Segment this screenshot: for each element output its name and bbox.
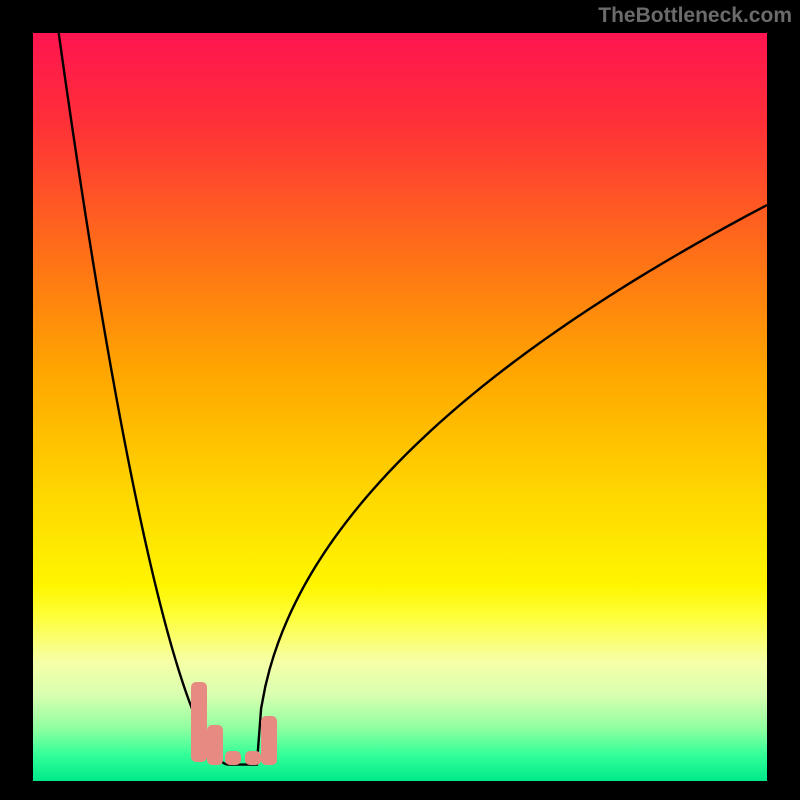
- bottleneck-curve: [59, 33, 767, 765]
- marker: [261, 716, 277, 765]
- watermark-text: TheBottleneck.com: [598, 4, 792, 28]
- marker: [207, 725, 223, 765]
- curve-svg: [33, 33, 767, 781]
- marker: [191, 682, 207, 763]
- marker: [245, 751, 261, 764]
- chart-container: TheBottleneck.com: [0, 0, 800, 800]
- marker: [225, 751, 241, 764]
- plot-area: [33, 33, 767, 781]
